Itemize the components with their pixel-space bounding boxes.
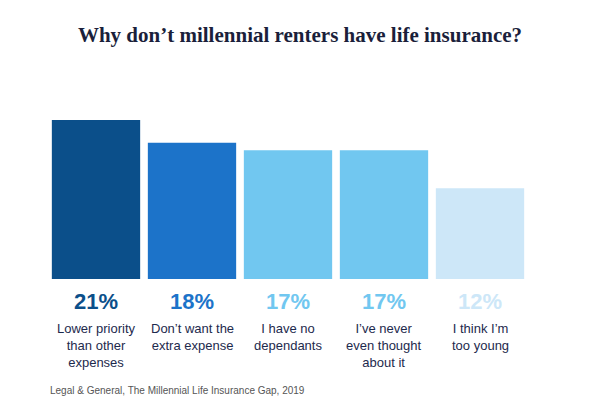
svg-text:I think I’mtoo young: I think I’mtoo young [452, 321, 509, 353]
svg-text:Lower prioritythan otherexpens: Lower prioritythan otherexpenses [57, 321, 136, 370]
svg-text:Don’t want theextra expense: Don’t want theextra expense [151, 321, 234, 353]
svg-text:Legal & General, The Millennia: Legal & General, The Millennial Life Ins… [50, 385, 305, 396]
svg-text:I have nodependants: I have nodependants [254, 321, 322, 353]
svg-text:17%: 17% [266, 289, 310, 314]
svg-text:12%: 12% [458, 289, 502, 314]
svg-text:I’ve nevereven thoughtabout it: I’ve nevereven thoughtabout it [346, 321, 422, 370]
svg-text:21%: 21% [74, 289, 118, 314]
svg-text:Why don’t millennial renters h: Why don’t millennial renters have life i… [78, 23, 522, 47]
svg-text:18%: 18% [170, 289, 214, 314]
svg-text:17%: 17% [362, 289, 406, 314]
